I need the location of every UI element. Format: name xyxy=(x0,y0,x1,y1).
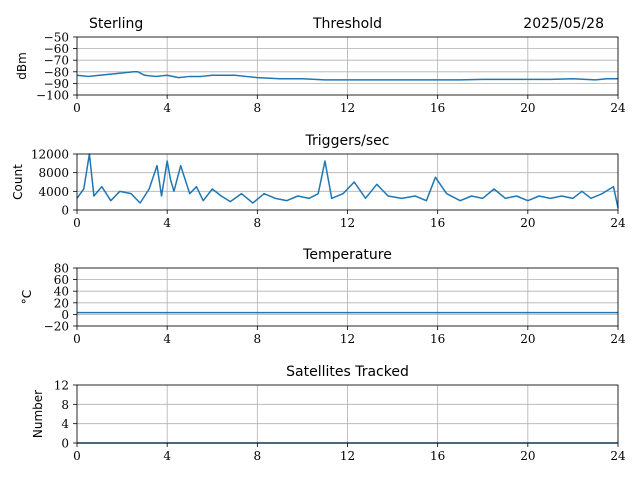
y-axis-label: Number xyxy=(31,390,45,438)
x-tick-label: 0 xyxy=(73,101,81,115)
x-tick-label: 4 xyxy=(163,216,171,230)
y-tick-label: 8 xyxy=(61,398,69,412)
x-tick-label: 20 xyxy=(520,449,535,463)
y-tick-label: 12000 xyxy=(31,148,69,162)
x-tick-label: 8 xyxy=(254,332,262,346)
series-line xyxy=(76,153,619,208)
x-tick-label: 12 xyxy=(340,449,355,463)
x-tick-label: 4 xyxy=(163,332,171,346)
x-tick-label: 24 xyxy=(610,449,626,463)
panel-title: Satellites Tracked xyxy=(286,364,409,380)
x-tick-label: 24 xyxy=(610,101,626,115)
x-tick-label: 12 xyxy=(340,101,355,115)
chart-panel-2: 0 4 8 12 16 20 24 0 4000 8000 12000 Triggers/sec Cou… xyxy=(11,133,626,230)
x-tick-label: 8 xyxy=(254,449,262,463)
y-tick-label: 0 xyxy=(61,308,69,322)
panel-title: Threshold xyxy=(312,16,382,32)
y-tick-label: 8000 xyxy=(38,166,69,180)
y-tick-label: −90 xyxy=(44,77,69,91)
y-tick-label: 4000 xyxy=(38,185,69,199)
x-tick-label: 20 xyxy=(520,101,535,115)
date-label: 2025/05/28 xyxy=(523,16,604,32)
station-label: Sterling xyxy=(89,16,143,32)
panel-title: Temperature xyxy=(302,247,392,263)
x-tick-label: 4 xyxy=(163,449,171,463)
y-tick-label: 60 xyxy=(54,273,69,287)
x-tick-label: 12 xyxy=(340,216,355,230)
y-tick-label: 4 xyxy=(61,417,69,431)
x-tick-label: 0 xyxy=(73,449,81,463)
chart-panels: 0 4 8 12 16 20 24 −100−90−80−70−60−50 Threshold d… xyxy=(11,16,626,463)
panel-title: Triggers/sec xyxy=(305,133,390,149)
series-line xyxy=(76,71,618,81)
x-tick-label: 8 xyxy=(254,216,262,230)
x-tick-label: 4 xyxy=(163,101,171,115)
y-tick-label: −100 xyxy=(36,89,69,103)
x-tick-label: 16 xyxy=(430,101,445,115)
x-tick-label: 16 xyxy=(430,449,445,463)
x-tick-label: 16 xyxy=(430,332,445,346)
chart-panel-1: 0 4 8 12 16 20 24 −100−90−80−70−60−50 Threshold d… xyxy=(15,16,626,115)
chart-panel-4: 0 4 8 12 16 20 24 0 4 8 12 Satellites Tracked Number xyxy=(31,364,626,463)
y-tick-label: 0 xyxy=(61,204,69,218)
y-tick-label: 20 xyxy=(54,296,69,310)
y-tick-label: −80 xyxy=(44,65,69,79)
y-tick-label: 0 xyxy=(61,437,69,451)
y-tick-label: −60 xyxy=(44,42,69,56)
x-tick-label: 24 xyxy=(610,216,626,230)
y-tick-label: −70 xyxy=(44,54,69,68)
y-tick-label: 12 xyxy=(54,379,69,393)
x-tick-label: 16 xyxy=(430,216,445,230)
x-tick-label: 12 xyxy=(340,332,355,346)
x-tick-label: 20 xyxy=(520,216,535,230)
y-axis-label: Count xyxy=(11,164,25,200)
y-tick-label: 40 xyxy=(54,285,69,299)
y-tick-label: −20 xyxy=(44,320,69,334)
x-tick-label: 0 xyxy=(73,216,81,230)
x-tick-label: 0 xyxy=(73,332,81,346)
y-axis-label: °C xyxy=(20,290,34,304)
y-tick-label: 80 xyxy=(54,262,69,276)
x-tick-label: 20 xyxy=(520,332,535,346)
y-tick-label: −50 xyxy=(44,31,69,45)
x-tick-label: 8 xyxy=(254,101,262,115)
y-axis-label: dBm xyxy=(15,52,29,80)
x-tick-label: 24 xyxy=(610,332,626,346)
